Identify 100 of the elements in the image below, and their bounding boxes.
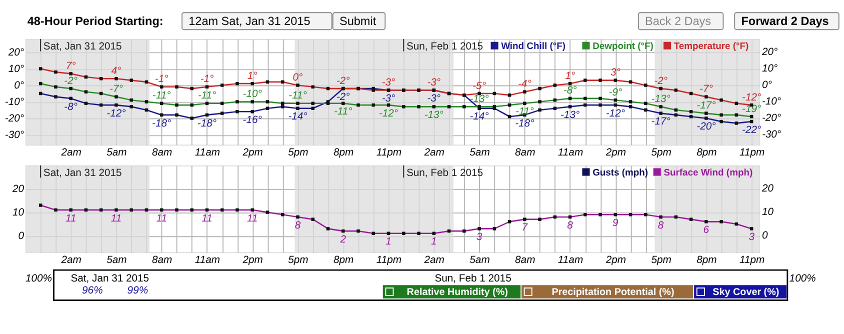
text: Forward 2 Days [741, 14, 830, 28]
x-tick-label: 5pm [288, 255, 309, 266]
data-label: 6 [703, 224, 710, 236]
data-label: 11 [246, 213, 258, 224]
y2-tick-label: 20° [760, 47, 778, 58]
x-tick-label: 2am [423, 148, 445, 158]
x-tick-label: 2am [423, 255, 445, 266]
text: 100% [789, 273, 816, 284]
data-label: 1° [565, 70, 575, 82]
y2-tick-label: -20° [762, 113, 782, 124]
data-label: -18° [152, 118, 172, 130]
data-label: 2 [339, 234, 346, 246]
data-label: -5° [472, 80, 486, 92]
data-label: -12° [606, 108, 625, 120]
y2-tick-label: 0 [762, 230, 768, 242]
x-tick-label: 5am [106, 255, 128, 266]
data-label: -10° [242, 89, 262, 100]
data-label: 4° [111, 66, 122, 77]
data-label: -4° [518, 79, 532, 90]
y-tick-label: 0° [14, 80, 24, 92]
data-label: -7° [700, 84, 713, 96]
legend-label: Gusts (mph) [592, 166, 648, 178]
x-tick-label: 5am [470, 148, 490, 158]
data-label: -3° [427, 94, 441, 105]
data-label: 7 [522, 222, 529, 234]
data-label: -11° [288, 90, 307, 102]
data-label: 3 [748, 232, 755, 244]
text: 12am Sat, Jan 31 2015 [188, 14, 311, 28]
x-tick-label: 2pm [242, 255, 264, 266]
x-tick-label: 8pm [696, 255, 718, 266]
x-tick-label: 11am [558, 148, 584, 158]
data-label: -1° [154, 74, 168, 86]
data-label: 8 [294, 220, 301, 232]
text: Back 2 Days [645, 14, 712, 28]
data-label: -14° [288, 112, 308, 123]
data-label: 11 [202, 213, 212, 224]
annotation: Sun, Feb 1 2015 [406, 168, 484, 179]
x-tick-label: 8am [152, 148, 173, 158]
y-tick-label: 10 [12, 208, 24, 219]
data-label: -1° [200, 74, 214, 86]
annotation: Sat, Jan 31 2015 [43, 41, 122, 52]
data-label: -13° [651, 94, 670, 105]
data-label: -14° [470, 112, 489, 123]
data-label: 3 [476, 232, 482, 244]
x-tick-label: 2am [60, 148, 82, 158]
x-tick-label: 2pm [604, 255, 626, 266]
data-label: -13° [424, 110, 444, 122]
data-label: -18° [197, 118, 217, 130]
x-tick-label: 8am [515, 255, 536, 266]
y-tick-label: 0 [18, 231, 24, 242]
text: 99% [127, 286, 148, 297]
data-label: 8 [567, 220, 574, 232]
data-label: 8 [658, 220, 664, 232]
data-label: 7° [66, 60, 76, 72]
x-tick-label: 2pm [604, 148, 626, 158]
x-tick-label: 11am [194, 148, 220, 158]
data-label: -18° [515, 118, 534, 130]
data-label: -2° [654, 76, 668, 87]
data-label: -19° [742, 104, 762, 115]
x-tick-label: 8am [515, 148, 536, 158]
x-tick-label: 8pm [696, 148, 718, 158]
x-tick-label: 11am [558, 255, 584, 266]
data-label: -13° [560, 110, 580, 122]
x-tick-label: 11pm [739, 255, 765, 266]
data-label: 1 [431, 236, 437, 248]
data-label: -12° [378, 108, 398, 120]
legend-label: Dewpoint (°F) [592, 40, 654, 51]
data-label: -3° [427, 77, 441, 88]
x-tick-label: 5pm [651, 148, 672, 158]
data-label: -13° [470, 94, 489, 105]
data-label: -2° [336, 92, 350, 103]
data-label: -11° [334, 106, 352, 118]
data-label: -17° [696, 100, 716, 112]
y-tick-label: 20 [12, 184, 24, 196]
legend-label: Wind Chill (°F) [501, 40, 566, 51]
legend-label: Temperature (°F) [674, 40, 749, 51]
data-label: -8° [64, 102, 78, 113]
data-label: -16° [242, 114, 262, 126]
data-label: -3° [382, 77, 396, 88]
data-label: -22° [742, 124, 762, 136]
legend-label: Relative Humidity (%) [406, 287, 508, 298]
y-tick-label: -30° [4, 130, 24, 142]
data-label: -11° [198, 90, 216, 102]
text: Sat, Jan 31 2015 [70, 273, 150, 284]
data-label: -11° [152, 90, 171, 102]
x-tick-label: 11am [194, 255, 220, 266]
y-tick-label: 20° [7, 48, 24, 59]
data-label: 3° [610, 68, 620, 79]
data-label: 9 [612, 218, 619, 229]
data-label: 1 [386, 236, 392, 248]
y2-tick-label: -10° [762, 96, 782, 108]
text: Sun, Feb 1 2015 [434, 273, 512, 284]
x-tick-label: 5pm [651, 255, 672, 266]
x-tick-label: 8pm [334, 148, 354, 158]
data-label: 0° [292, 72, 303, 84]
y2-tick-label: 10 [762, 207, 774, 218]
x-tick-label: 5am [470, 255, 490, 266]
y2-tick-label: 0° [762, 80, 772, 92]
legend-label: Surface Wind (mph) [664, 166, 753, 178]
legend-label: Sky Cover (%) [712, 287, 780, 298]
